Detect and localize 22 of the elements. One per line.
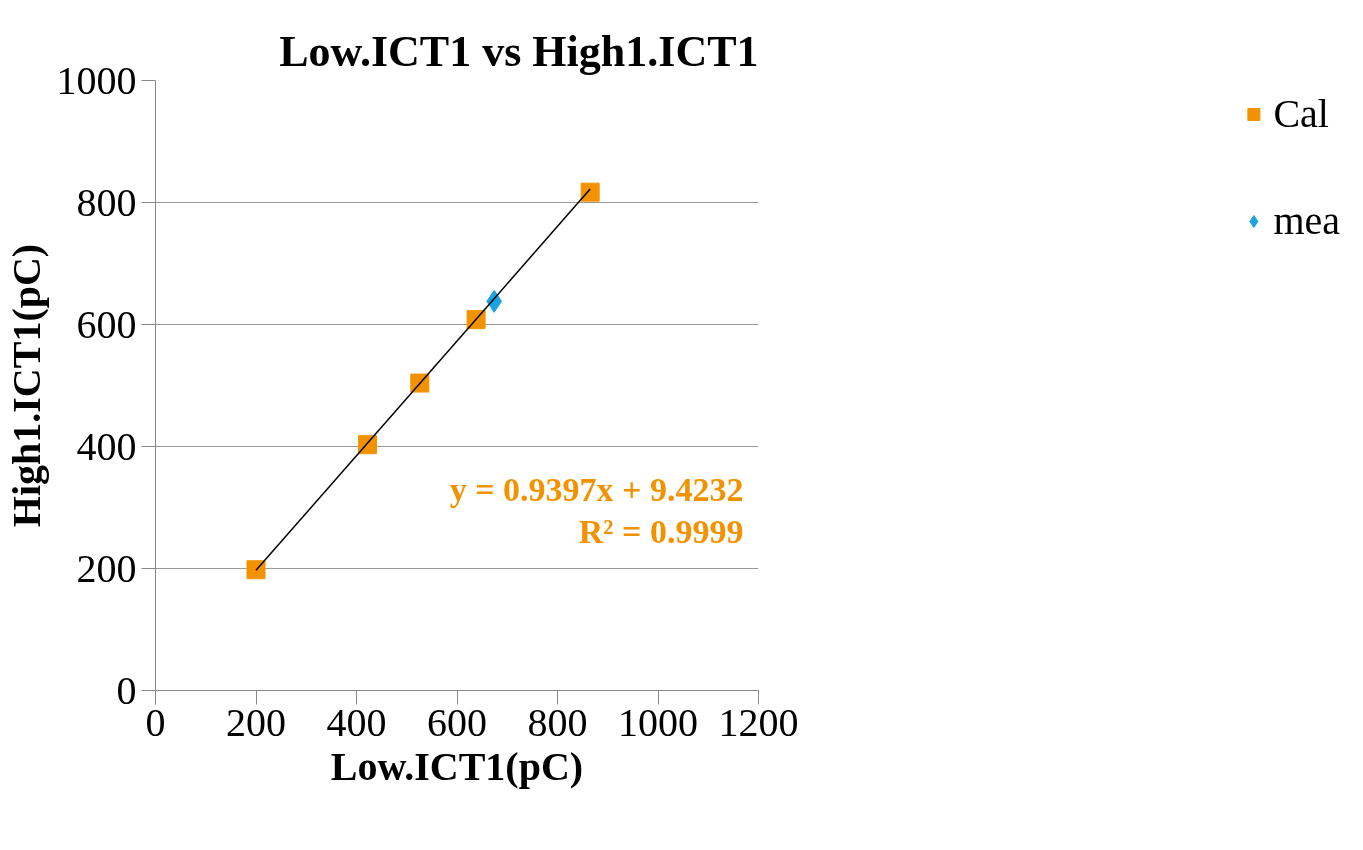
x-tick-label: 600 <box>427 699 487 745</box>
x-tick-label: 0 <box>145 699 166 745</box>
y-tick-label: 800 <box>76 179 137 225</box>
y-tick-label: 600 <box>76 301 137 347</box>
x-tick-label: 400 <box>326 699 387 745</box>
x-tick-label: 1200 <box>718 699 799 745</box>
point <box>246 560 266 580</box>
x-tick-label: 1000 <box>618 699 698 745</box>
y-axis-title: High1.ICT1(pC) <box>3 243 49 528</box>
annotation: R² = 0.9999 <box>578 513 744 551</box>
point <box>580 182 600 202</box>
y-tick-label: 1000 <box>56 57 137 103</box>
x-tick-label: 200 <box>226 699 286 745</box>
chart-title: Low.ICT1 vs High1.ICT1 <box>279 26 759 76</box>
legend-label: Cal <box>1273 90 1330 137</box>
annotation: y = 0.9397x + 9.4232 <box>449 470 744 508</box>
x-tick-label: 800 <box>527 699 588 745</box>
y-tick-label: 200 <box>76 545 137 591</box>
y-tick-label: 400 <box>76 423 137 469</box>
legend-label: mea <box>1273 197 1340 244</box>
y-tick-label: 0 <box>116 667 137 713</box>
x-axis-title: Low.ICT1(pC) <box>330 743 584 789</box>
